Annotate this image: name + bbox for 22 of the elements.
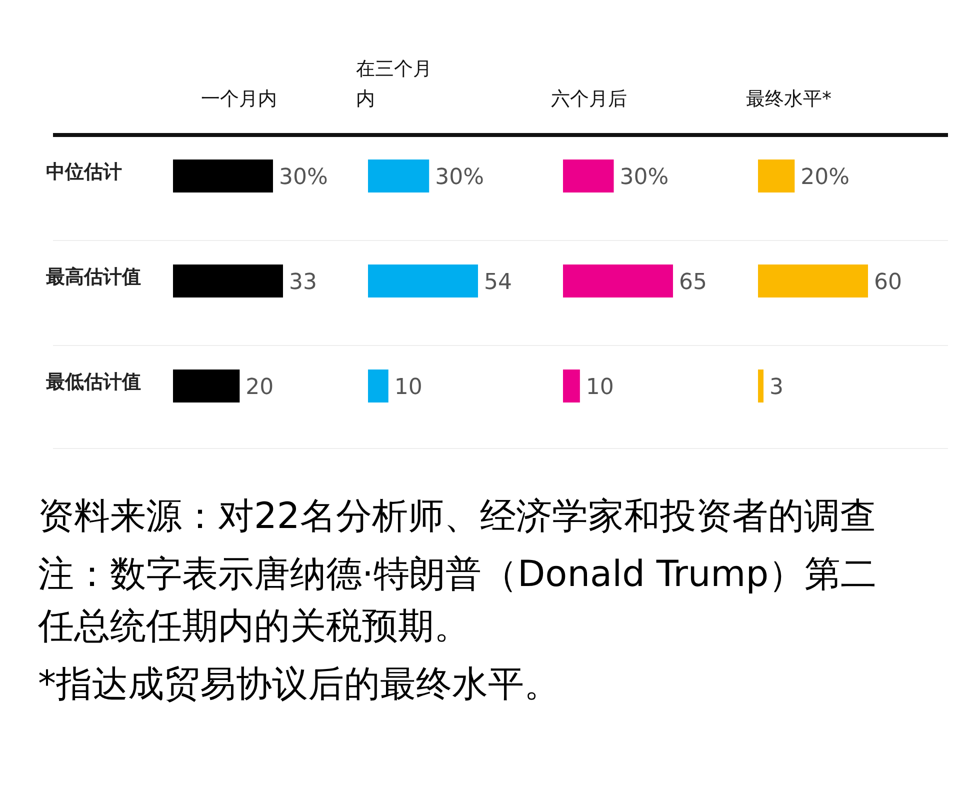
- data-label: 33: [289, 270, 317, 295]
- y-tick-label: 中位估计: [46, 161, 122, 183]
- data-label: 10: [394, 375, 422, 400]
- text: 资料来源：对22名分析师、经济学家和投资者的调查: [38, 496, 876, 537]
- data-label: 3: [770, 375, 784, 400]
- text: *指达成贸易协议后的最终水平。: [38, 664, 560, 705]
- y-tick-label: 最低估计值: [45, 371, 141, 393]
- chart-title: 六个月后: [551, 88, 627, 110]
- chart-title: 在三个月内: [356, 58, 432, 110]
- data-label: 30%: [435, 165, 484, 190]
- data-label: 30%: [279, 165, 328, 190]
- data-label: 54: [484, 270, 512, 295]
- data-label: 65: [679, 270, 707, 295]
- text: 注：数字表示唐纳德·特朗普（Donald Trump）第二任总统任期内的关税预期。: [37, 554, 877, 647]
- data-label: 20: [246, 375, 274, 400]
- chart-title: 一个月内: [201, 88, 277, 110]
- chart-title: 最终水平*: [746, 88, 832, 110]
- data-label: 60: [874, 270, 902, 295]
- data-label: 10: [586, 375, 614, 400]
- data-label: 20%: [800, 165, 850, 190]
- y-tick-label: 最高估计值: [45, 266, 141, 288]
- data-label: 30%: [620, 165, 669, 190]
